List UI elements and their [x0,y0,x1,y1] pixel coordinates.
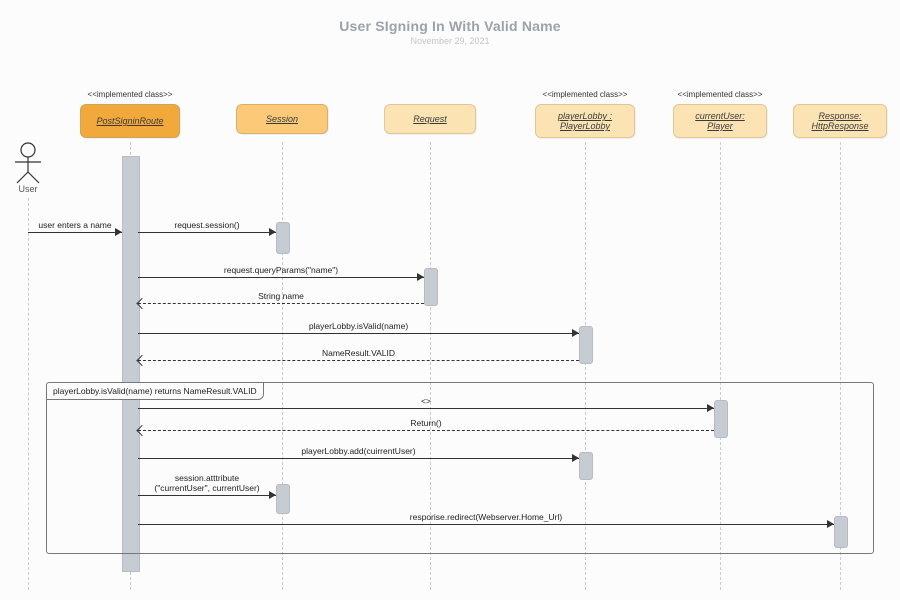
activation-session-0 [276,222,290,254]
message-label-4: playerLobby.isValid(name) [309,321,408,333]
activation-player-3 [714,400,728,438]
stereotype-lobby: <<implemented class>> [535,90,635,99]
diagram-title: User SIgning In With Valid Name [0,0,900,34]
participant-session: Session [236,104,328,134]
message-label-10: resporise.redirect(Webserver.Home_Url) [410,512,562,524]
activation-session-5 [276,484,290,514]
activation-request-1 [424,268,438,306]
participant-request: Request [384,104,476,134]
participant-player: currentUser:Player [673,104,767,138]
participant-resp: Response:HttpResponse [793,104,887,138]
message-label-0: user enters a name [38,220,111,232]
message-label-2: request.queryParams("name") [224,265,338,277]
message-label-6: <> [421,396,431,408]
message-label-9: session.atttribute("currentUser", curren… [154,473,259,495]
sequence-diagram: User SIgning In With Valid Name November… [0,0,900,600]
message-label-3: String name [258,291,304,303]
actor-user: User [10,142,46,194]
frame-label: playerLobby.isValid(name) returns NameRe… [47,383,264,400]
activation-lobby-2 [579,326,593,364]
stereotype-player: <<implemented class>> [673,90,767,99]
diagram-date: November 29, 2021 [0,36,900,46]
message-label-7: Return() [410,418,441,430]
stereotype-route: <<implemented class>> [80,90,180,99]
activation-lobby-4 [579,452,593,480]
message-label-5: NameResult.VALID [322,348,395,360]
activation-resp-6 [834,516,848,548]
participant-route: PostSigninRoute [80,104,180,138]
participant-lobby: playerLobby :PlayerLobby [535,104,635,138]
message-label-8: playerLobby.add(cuirrentUser) [301,446,415,458]
message-label-1: request.session() [174,220,239,232]
lifeline-actor [28,198,29,590]
